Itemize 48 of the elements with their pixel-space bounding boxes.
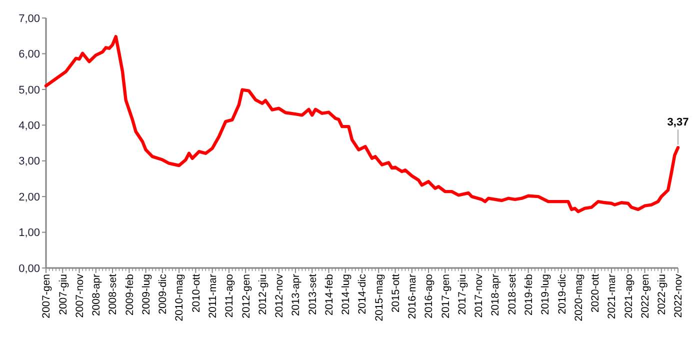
x-tick-label: 2011-mar	[206, 274, 219, 318]
x-tick-label: 2014-dic	[356, 274, 369, 314]
x-tick-label: 2016-ago	[423, 274, 436, 318]
x-tick-label: 2016-mar	[406, 274, 419, 319]
x-tick-label: 2008-apr	[90, 273, 103, 316]
x-tick-label: 2014-feb	[323, 274, 336, 316]
x-tick-label: 2020-ott	[590, 274, 602, 313]
x-tick-label: 2022-gen	[639, 274, 652, 318]
x-tick-label: 2015-mag	[373, 274, 386, 322]
x-tick-label: 2012-giu	[256, 274, 269, 315]
x-tick-label: 2015-ott	[390, 274, 402, 313]
x-tick-label: 2017-gen	[440, 274, 452, 318]
x-tick-label: 2019-lug	[540, 274, 552, 315]
x-tick-label: 2018-set	[506, 274, 518, 315]
x-tick-label: 2021-mar	[606, 274, 618, 319]
x-tick-label: 2013-set	[306, 274, 319, 315]
y-tick-label: 3,00	[18, 156, 40, 168]
y-tick-label: 5,00	[18, 84, 40, 96]
x-tick-label: 2012-nov	[274, 273, 286, 318]
x-tick-label: 2014-lug	[340, 274, 352, 315]
x-tick-label: 2017-giu	[456, 274, 468, 315]
y-tick-label: 0,00	[18, 262, 40, 275]
x-tick-label: 2021-ago	[622, 274, 635, 318]
x-tick-label: 2012-gen	[240, 274, 252, 318]
x-tick-label: 2009-dic	[157, 274, 170, 314]
x-tick-label: 2007-gen	[40, 274, 53, 318]
x-tick-label: 2010-mag	[174, 274, 186, 322]
x-tick-label: 2017-nov	[473, 273, 486, 318]
x-tick-label: 2010-ott	[190, 274, 202, 313]
x-tick-label: 2011-ago	[224, 274, 236, 318]
x-tick-label: 2018-apr	[490, 273, 502, 316]
y-tick-label: 2,00	[18, 191, 40, 204]
x-tick-label: 2020-mag	[572, 274, 585, 322]
y-tick-label: 1,00	[18, 227, 40, 240]
x-tick-label: 2019-feb	[522, 274, 535, 316]
x-tick-label: 2007-giu	[57, 274, 70, 315]
x-tick-label: 2022-giu	[656, 274, 668, 315]
x-tick-label: 2008-set	[107, 274, 120, 315]
x-tick-label: 2019-dic	[556, 274, 568, 314]
y-tick-label: 4,00	[18, 120, 40, 132]
y-tick-label: 7,00	[18, 12, 40, 25]
x-tick-label: 2009-lug	[140, 274, 152, 315]
x-tick-label: 2007-nov	[74, 273, 86, 318]
annotation: 3,37	[667, 116, 689, 129]
x-tick-label: 2009-feb	[124, 274, 136, 316]
y-tick-label: 6,00	[18, 48, 40, 61]
x-tick-label: 2022-nov	[672, 273, 685, 318]
x-tick-label: 2013-apr	[290, 273, 302, 316]
